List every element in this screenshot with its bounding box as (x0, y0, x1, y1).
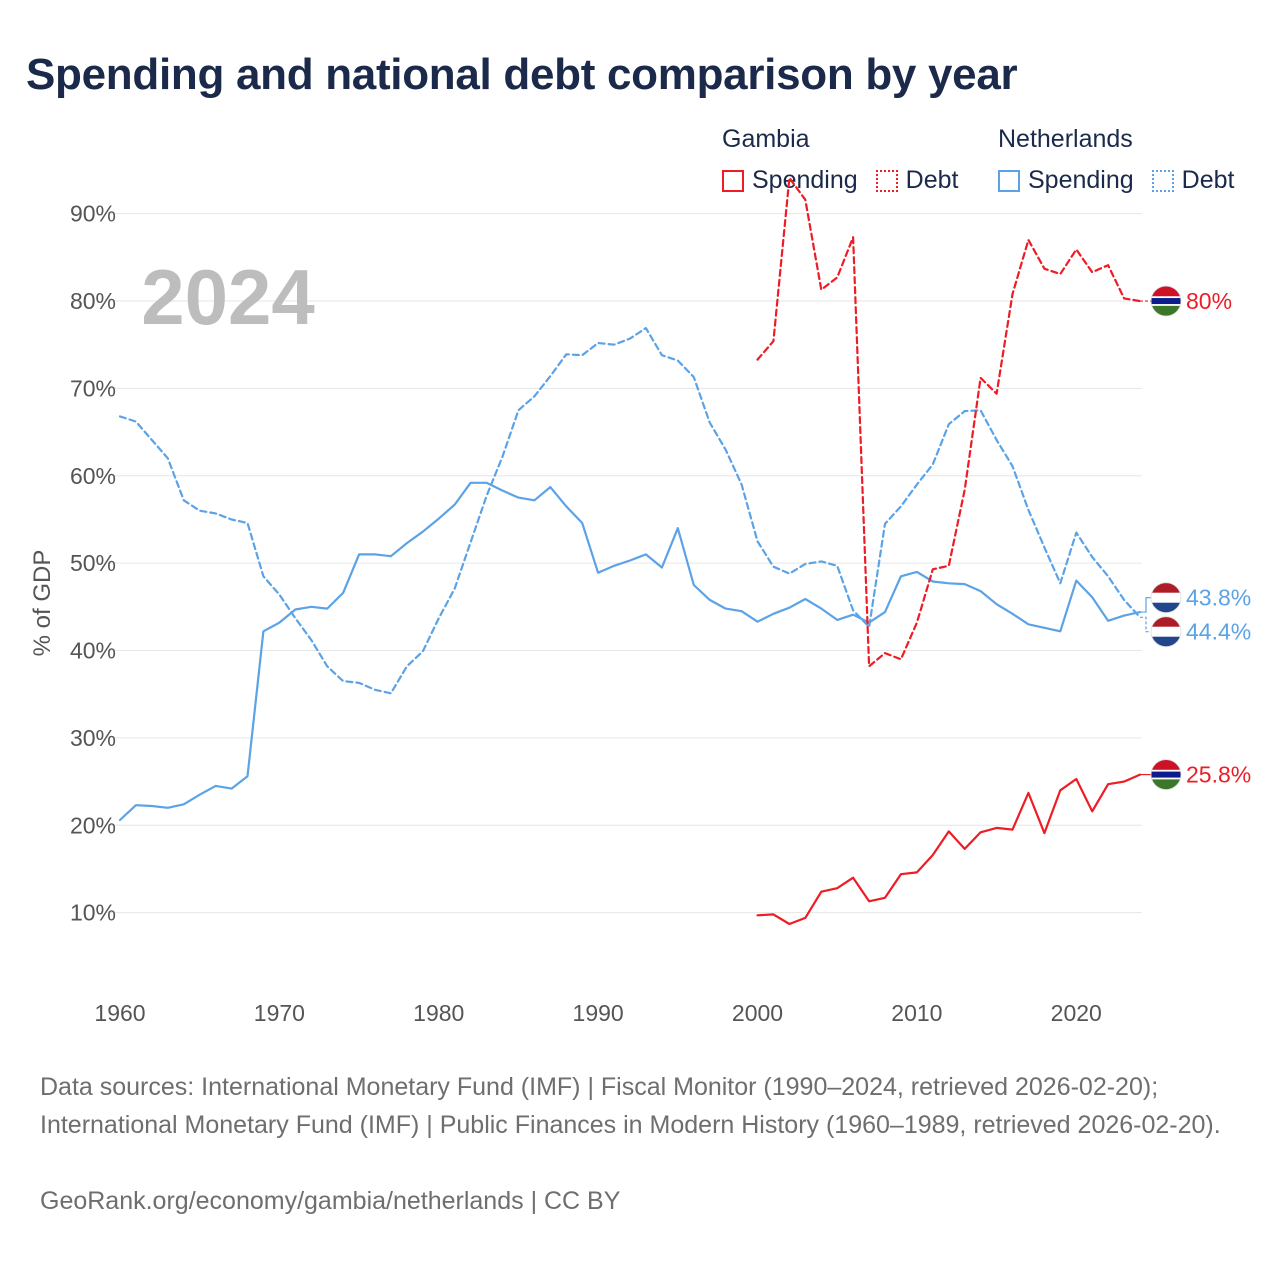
y-tick-label: 10% (70, 900, 116, 926)
legend-item-gambia-debt[interactable]: Debt (875, 166, 959, 195)
end-connector (1140, 616, 1151, 633)
legend-swatch-dotted-icon (1151, 169, 1174, 192)
gambia-flag-icon (1151, 759, 1181, 790)
x-tick-label: 1980 (413, 1000, 464, 1026)
gridlines (108, 213, 1142, 914)
legend-swatch-solid-icon (998, 169, 1020, 192)
legend-label: Debt (1181, 166, 1235, 194)
end-marker-netherlands-spending: 43.8% (1140, 582, 1251, 614)
legend-item-netherlands-debt[interactable]: Debt (1151, 166, 1235, 195)
end-marker-netherlands-debt: 44.4% (1140, 616, 1251, 648)
series-line-netherlands-debt[interactable] (118, 327, 1142, 695)
y-axis-ticks: 10% 20% 30% 40% 50% 60% 70% 80% 90% (70, 201, 116, 926)
legend-swatch-solid-icon (722, 169, 744, 192)
y-tick-label: 30% (70, 725, 116, 751)
end-value-label: 44.4% (1186, 619, 1251, 645)
end-marker-gambia-spending: 25.8% (1140, 759, 1251, 790)
credit-link[interactable]: GeoRank.org/economy/gambia/netherlands |… (40, 1187, 621, 1215)
end-markers: 80% 43.8% 44.4% 25.8% (1140, 285, 1251, 790)
y-tick-label: 70% (70, 375, 116, 401)
series-line-gambia-debt[interactable] (756, 176, 1142, 668)
data-sources: Data sources: International Monetary Fun… (40, 1073, 1221, 1139)
end-value-label: 80% (1186, 288, 1232, 314)
series-line-netherlands-spending[interactable] (118, 481, 1142, 822)
legend-item-gambia-spending[interactable]: Spending (722, 166, 858, 195)
y-tick-label: 90% (70, 201, 116, 227)
legend-heading-netherlands: Netherlands (998, 125, 1133, 153)
end-marker-gambia-debt: 80% (1140, 285, 1232, 317)
x-tick-label: 2000 (732, 1000, 783, 1026)
end-value-label: 43.8% (1186, 585, 1251, 611)
end-value-label: 25.8% (1186, 762, 1251, 788)
netherlands-flag-icon (1151, 616, 1181, 647)
series-lines (118, 176, 1142, 926)
y-tick-label: 20% (70, 812, 116, 838)
legend-swatch-dotted-icon (875, 169, 898, 192)
legend-group-gambia: Gambia Spending Debt (722, 124, 958, 195)
y-axis-label: % of GDP (29, 550, 56, 657)
y-tick-label: 60% (70, 463, 116, 489)
netherlands-flag-icon (1151, 582, 1181, 613)
x-tick-label: 1960 (94, 1000, 145, 1026)
legend-label: Spending (752, 166, 858, 194)
y-tick-label: 80% (70, 288, 116, 314)
y-tick-label: 50% (70, 550, 116, 576)
series-line-gambia-spending[interactable] (756, 773, 1142, 926)
y-tick-label: 40% (70, 638, 116, 664)
x-tick-label: 2010 (891, 1000, 942, 1026)
legend-item-netherlands-spending[interactable]: Spending (998, 166, 1134, 195)
legend-label: Debt (905, 166, 959, 194)
x-axis-ticks: 1960 1970 1980 1990 2000 2010 2020 (94, 1000, 1101, 1026)
x-tick-label: 2020 (1051, 1000, 1102, 1026)
legend-label: Spending (1028, 166, 1134, 194)
legend-group-netherlands: Netherlands Spending Debt (998, 124, 1234, 195)
line-chart: 10% 20% 30% 40% 50% 60% 70% 80% 90% 1960 1970 1980… (29, 176, 1251, 1026)
year-watermark: 2024 (141, 253, 315, 341)
chart-title: Spending and national debt comparison by… (26, 50, 1018, 99)
gambia-flag-icon (1151, 286, 1181, 317)
x-tick-label: 1970 (254, 1000, 305, 1026)
legend-heading-gambia: Gambia (722, 125, 810, 153)
x-tick-label: 1990 (573, 1000, 624, 1026)
end-connector (1140, 597, 1151, 613)
